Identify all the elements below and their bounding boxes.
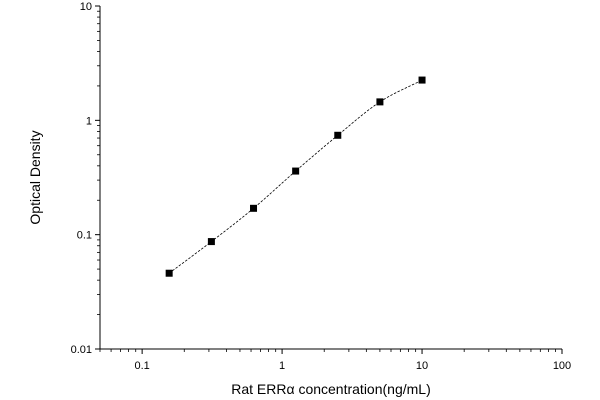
data-point bbox=[334, 131, 342, 139]
data-point bbox=[207, 238, 215, 246]
x-tick-label: 10 bbox=[416, 360, 428, 372]
x-axis-title: Rat ERRα concentration(ng/mL) bbox=[231, 381, 431, 397]
tick-marks bbox=[95, 5, 563, 354]
y-tick-label: 1 bbox=[86, 115, 92, 127]
fitted-curve bbox=[168, 79, 423, 274]
tick-labels: 0.1 1 10 100 0.01 0.1 1 10 bbox=[71, 1, 572, 372]
data-point bbox=[165, 269, 173, 277]
y-tick-label: 0.01 bbox=[71, 344, 92, 356]
data-point bbox=[292, 167, 300, 175]
x-tick-label: 1 bbox=[279, 360, 285, 372]
x-tick-label: 100 bbox=[553, 360, 571, 372]
data-point bbox=[418, 76, 426, 84]
y-tick-label: 0.1 bbox=[77, 230, 92, 242]
axes bbox=[99, 6, 562, 350]
data-point bbox=[250, 204, 258, 212]
data-point bbox=[376, 98, 384, 106]
x-tick-label: 0.1 bbox=[134, 360, 149, 372]
data-points bbox=[165, 76, 426, 277]
y-axis-title: Optical Density bbox=[27, 130, 43, 224]
y-tick-label: 10 bbox=[80, 1, 92, 13]
